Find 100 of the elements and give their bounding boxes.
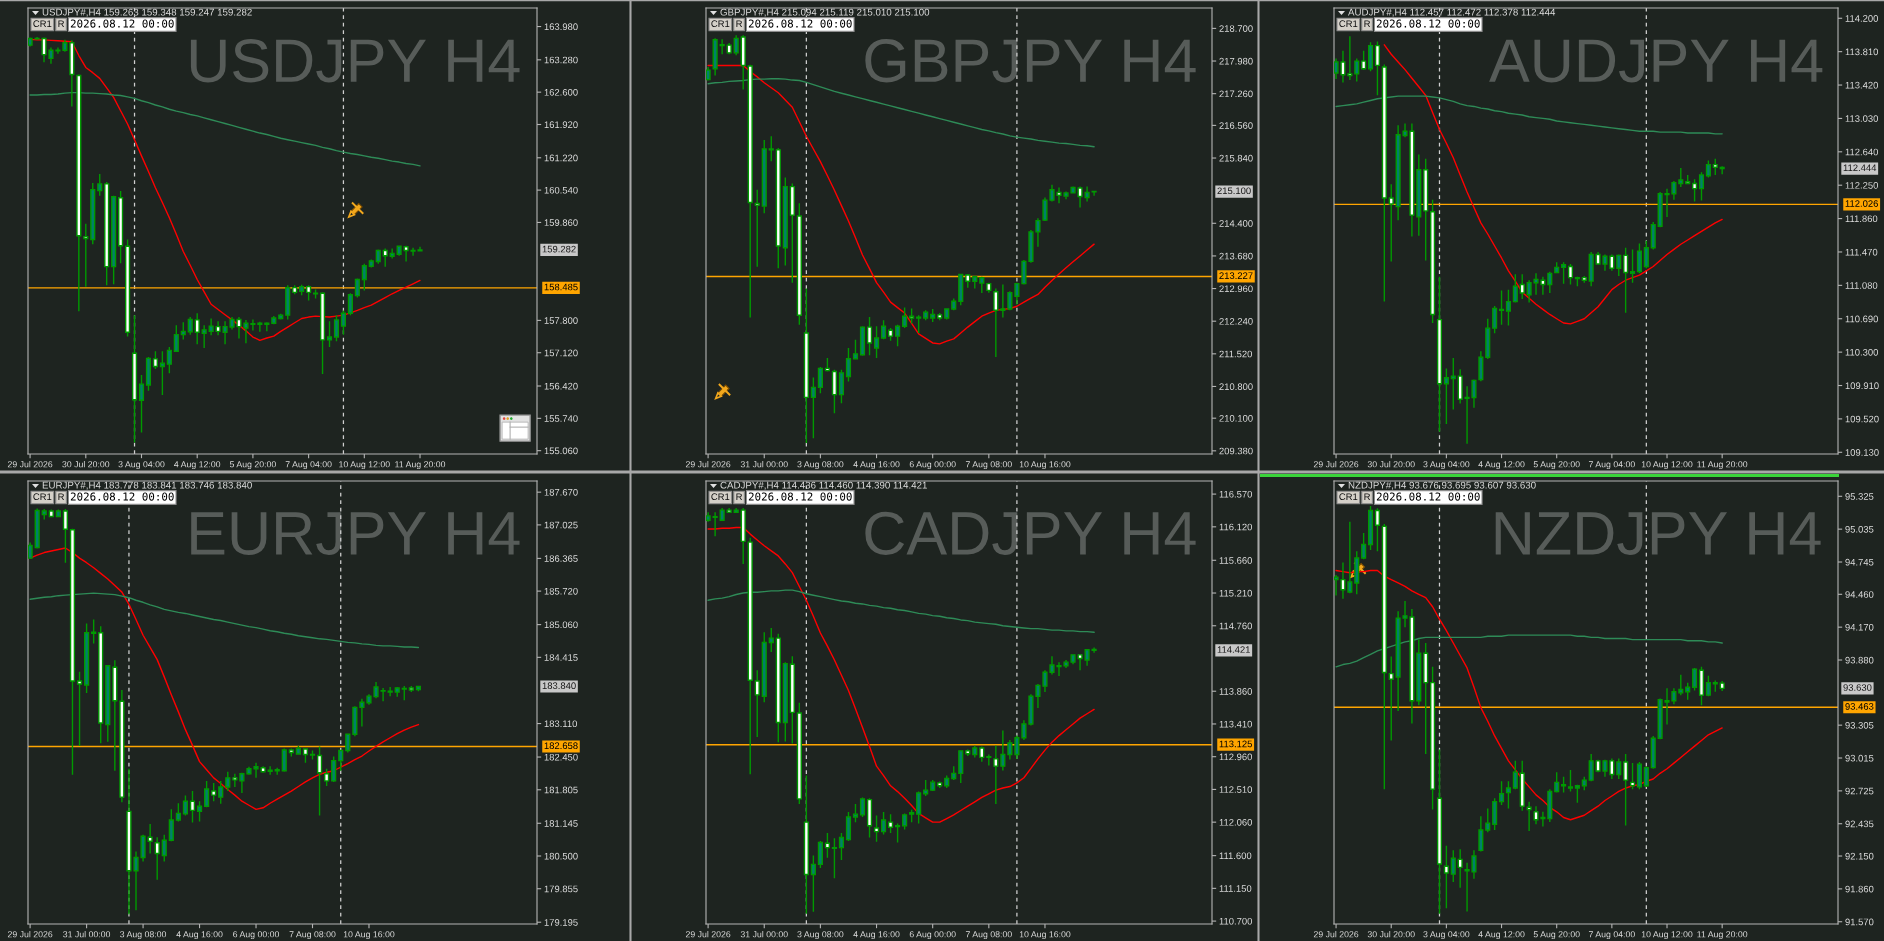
y-tick-label: 163.280 [544,56,578,64]
candlestick [138,374,145,434]
candlestick [368,258,374,269]
candlestick [55,508,61,518]
candlestick [712,37,718,77]
y-tick-label: 113.410 [1219,720,1253,728]
y-tick-label: 114.200 [1845,15,1879,22]
candlestick [902,812,908,831]
candlestick [1712,679,1718,693]
candlestick [740,507,746,565]
candlestick [288,747,294,758]
y-tick-label: 182.450 [544,753,578,761]
candlestick [1423,642,1429,755]
candlestick [810,376,816,439]
y-tick-label: 113.420 [1845,81,1879,89]
chart-title: AUDJPY H4 [1489,39,1823,83]
y-tick-label: 179.855 [544,885,578,893]
candlestick [1581,275,1587,284]
candlestick [111,195,117,285]
candlestick [1705,675,1711,697]
candlestick [930,308,936,323]
y-tick-label: 214.400 [1219,220,1253,227]
x-tick-label: 4 Aug 12:00 [1478,931,1525,940]
annotation: 2026.08.12 00:00 [70,492,174,501]
candlestick [1381,63,1387,303]
text: 159.282 [542,245,576,253]
y-tick-label: 115.210 [1219,589,1253,597]
candlestick [944,307,950,321]
candlestick [1091,646,1097,654]
annotation: R [736,493,743,500]
y-tick-label: 112.960 [1219,753,1253,761]
candlestick [90,182,96,246]
candlestick [281,747,287,773]
candlestick [937,780,943,789]
candlestick [154,836,160,881]
candlestick [147,823,153,855]
y-tick-label: 110.690 [1845,315,1879,323]
candlestick [1505,780,1511,810]
candlestick [1443,367,1449,425]
y-tick-label: 92.725 [1845,787,1874,795]
candlestick [733,507,739,514]
chart-subtitle: AUDJPY#,H4 112.457 112.472 112.378 112.444 [1348,8,1556,17]
y-tick-label: 94.170 [1845,623,1874,631]
candlestick [838,369,845,404]
candlestick [232,773,238,788]
candlestick [62,508,69,564]
candlestick [375,248,381,265]
candlestick [1014,281,1020,306]
candlestick [747,537,753,775]
candlestick [1416,153,1422,237]
annotation: CR1 [33,493,52,501]
x-tick-label: 4 Aug 12:00 [1478,461,1525,470]
x-tick-label: 5 Aug 20:00 [1533,931,1580,940]
y-tick-label: 179.195 [544,919,578,926]
y-tick-label: 112.640 [1845,148,1879,156]
y-tick-label: 187.025 [544,521,578,529]
candlestick [1354,57,1360,83]
candlestick [218,780,224,805]
y-tick-label: 210.800 [1219,383,1253,390]
x-tick-label: 7 Aug 08:00 [965,461,1012,470]
y-tick-label: 92.150 [1845,852,1874,860]
x-tick-label: 11 Aug 20:00 [395,461,446,470]
candlestick [747,63,753,319]
candlestick [866,316,873,356]
candlestick [173,324,179,353]
candlestick [119,689,125,803]
x-tick-label: 11 Aug 20:00 [1697,931,1748,940]
candlestick [1354,550,1360,595]
candlestick [168,808,174,842]
candlestick [274,767,280,776]
candlestick [1388,183,1394,263]
y-tick-label: 157.120 [544,349,578,357]
candlestick [1498,289,1505,326]
candlestick [1000,729,1006,772]
ref-line-label: 213.227 [1219,272,1253,279]
candlestick [775,147,781,269]
candlestick [803,774,809,915]
y-tick-label: 112.250 [1845,182,1879,189]
chart-subtitle: EURJPY#,H4 183.778 183.841 183.746 183.840 [42,481,252,490]
candlestick [69,528,76,776]
candlestick [1719,680,1725,692]
y-tick-label: 156.420 [544,382,578,390]
candlestick [124,238,131,338]
candlestick [1629,248,1636,284]
y-tick-label: 163.980 [544,23,578,31]
y-tick-label: 113.030 [1845,115,1879,122]
x-tick-label: 29 Jul 2026 [7,460,53,468]
candlestick [986,281,992,294]
ref-line-label: 112.026 [1845,200,1878,207]
candlestick [145,356,152,392]
y-tick-label: 115.660 [1219,557,1253,564]
candlestick [817,366,823,394]
candlestick [965,748,971,757]
candlestick [831,369,838,414]
y-tick-label: 94.745 [1845,558,1874,566]
candlestick [182,794,189,817]
candlestick [740,34,746,91]
candlestick [382,247,388,268]
candlestick [887,813,894,834]
x-tick-label: 29 Jul 2026 [685,930,731,938]
